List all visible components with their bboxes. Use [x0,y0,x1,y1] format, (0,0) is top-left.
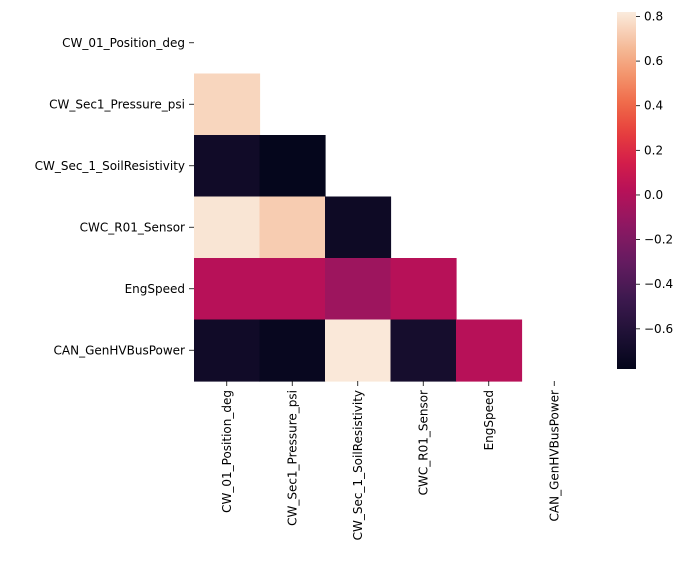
colorbar-gradient [617,12,636,369]
heatmap-cell [194,258,261,321]
colorbar-tick-label: −0.4 [644,277,673,291]
heatmap-cells [194,73,523,382]
colorbar-tick-label: 0.4 [644,99,663,113]
y-tick-label: CW_01_Position_deg [62,36,185,50]
heatmap-cell [259,258,326,321]
colorbar-tick-label: 0.6 [644,54,663,68]
heatmap-cell [194,135,261,198]
y-tick-label: CW_Sec1_Pressure_psi [49,97,185,111]
heatmap-cell [325,258,392,321]
colorbar-tick-label: −0.6 [644,322,673,336]
heatmap-cell [259,196,326,259]
x-tick-label: CW_Sec1_Pressure_psi [285,390,299,526]
y-tick-label: CWC_R01_Sensor [80,220,185,234]
x-axis: CW_01_Position_deg CW_Sec1_Pressure_psi CW… [220,381,561,540]
colorbar-tick-label: −0.2 [644,233,673,247]
heatmap-cell [259,319,326,382]
heatmap-cell [194,73,261,136]
heatmap-cell [390,258,457,321]
colorbar: −0.6 −0.4 −0.2 0.0 0.2 0.4 0.6 0.8 [617,9,673,369]
x-tick-label: EngSpeed [482,390,496,450]
x-tick-label: CW_01_Position_deg [220,390,234,513]
colorbar-ticks: −0.6 −0.4 −0.2 0.0 0.2 0.4 0.6 0.8 [636,9,673,336]
y-tick-label: CAN_GenHVBusPower [54,343,186,357]
heatmap-cell [259,135,326,198]
colorbar-tick-label: 0.0 [644,188,663,202]
colorbar-tick-label: 0.2 [644,143,663,157]
heatmap-cell [194,319,261,382]
heatmap-cell [194,196,261,259]
heatmap-cell [390,319,457,382]
y-axis: CW_01_Position_deg CW_Sec1_Pressure_psi CW… [35,36,194,357]
y-tick-label: EngSpeed [125,282,185,296]
x-tick-label: CW_Sec_1_SoilResistivity [351,390,365,540]
y-tick-label: CW_Sec_1_SoilResistivity [35,159,185,173]
heatmap-cell [456,319,523,382]
heatmap-cell [325,196,392,259]
x-tick-label: CWC_R01_Sensor [416,390,430,495]
x-tick-label: CAN_GenHVBusPower [547,390,561,522]
colorbar-tick-label: 0.8 [644,9,663,23]
heatmap-cell [325,319,392,382]
